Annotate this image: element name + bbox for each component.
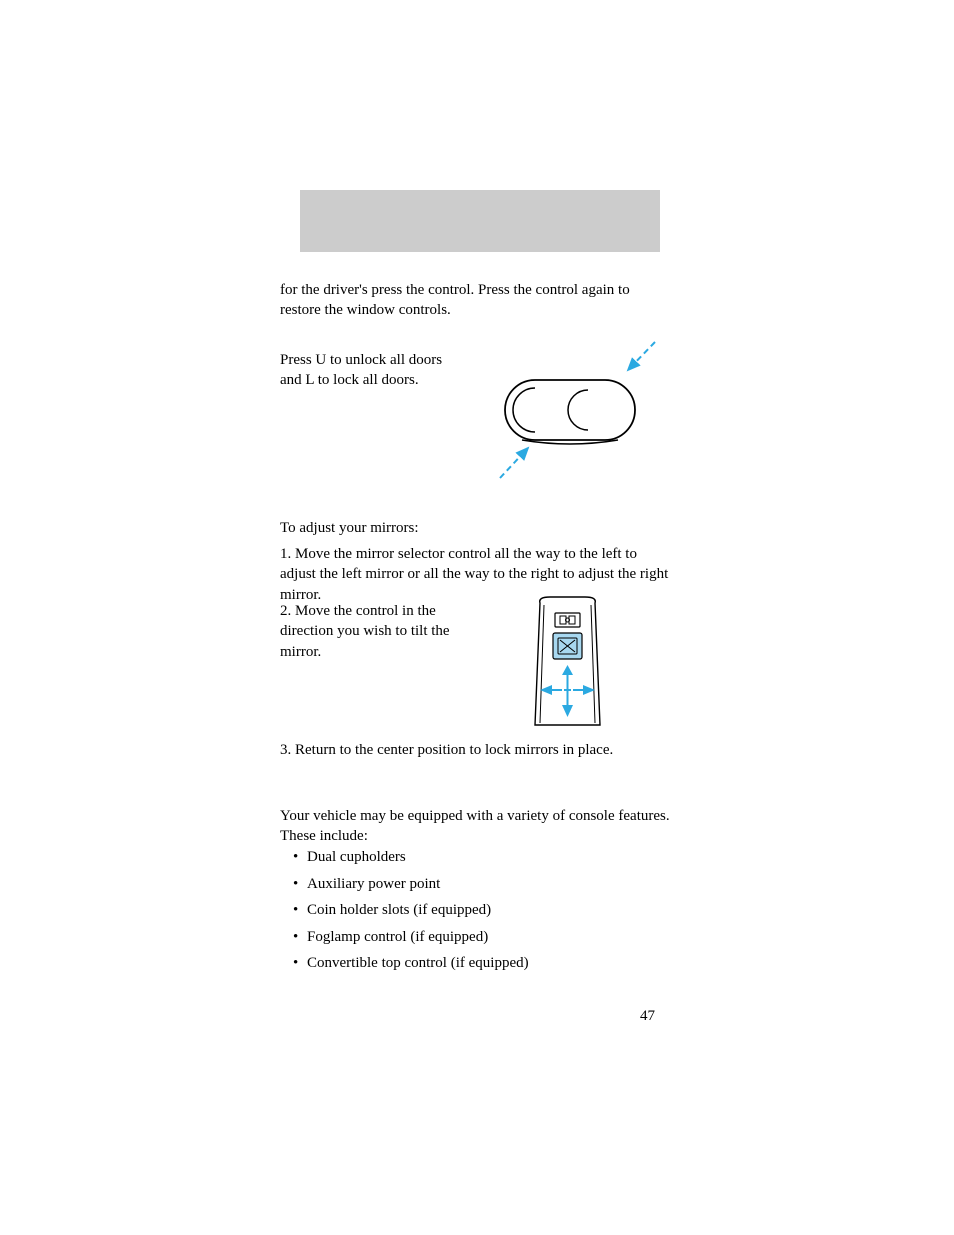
list-item: Auxiliary power point (295, 873, 675, 896)
paragraph-mirror-heading: To adjust your mirrors: (280, 518, 670, 538)
list-item: Convertible top control (if equipped) (295, 952, 675, 975)
list-item: Dual cupholders (295, 846, 675, 869)
mirror-control-diagram (520, 595, 615, 730)
paragraph-step3: 3. Return to the center position to lock… (280, 740, 670, 760)
page-number: 47 (640, 1008, 655, 1025)
paragraph-console-intro: Your vehicle may be equipped with a vari… (280, 806, 670, 847)
header-placeholder (300, 190, 660, 252)
paragraph-intro: for the driver's press the control. Pres… (280, 280, 660, 321)
paragraph-lock-unlock: Press U to unlock all doors and L to loc… (280, 350, 450, 391)
list-item: Foglamp control (if equipped) (295, 926, 675, 949)
list-item: Coin holder slots (if equipped) (295, 899, 675, 922)
console-feature-list: Dual cupholders Auxiliary power point Co… (295, 846, 675, 979)
lock-switch-diagram (480, 340, 660, 480)
paragraph-step2: 2. Move the control in the direction you… (280, 601, 450, 662)
